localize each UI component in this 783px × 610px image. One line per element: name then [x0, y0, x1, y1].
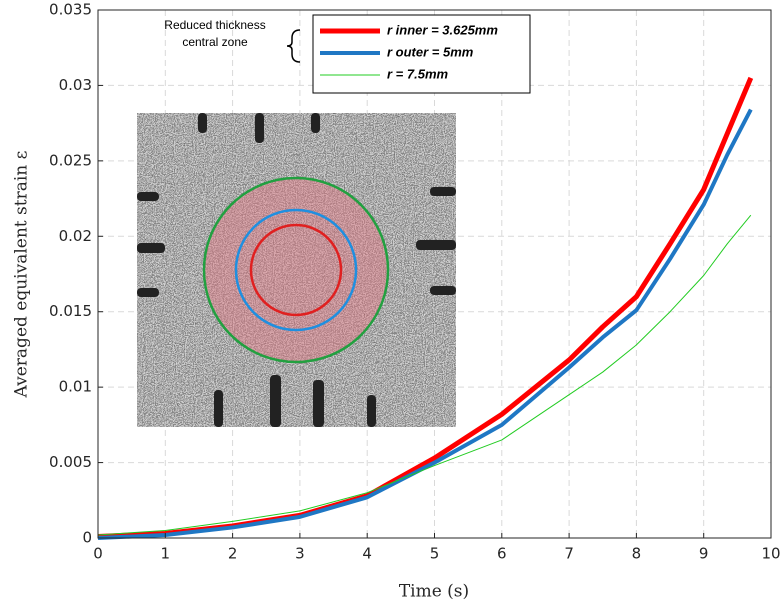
x-tick-label: 8	[632, 545, 642, 563]
legend-label: r inner = 3.625mm	[387, 22, 498, 37]
legend-label: r = 7.5mm	[387, 66, 449, 81]
x-tick-label: 6	[497, 545, 507, 563]
y-tick-label: 0.01	[59, 378, 92, 396]
series-line	[97, 214, 752, 536]
x-tick-label: 7	[564, 545, 574, 563]
y-tick-label: 0.015	[49, 302, 92, 320]
x-tick-label: 3	[295, 545, 305, 563]
annotation: central zone	[182, 35, 248, 49]
y-tick-label: 0.03	[59, 76, 92, 94]
inset-image	[137, 113, 456, 427]
y-tick-label: 0.025	[49, 151, 92, 169]
legend-label: r outer = 5mm	[387, 44, 474, 59]
x-tick-label: 10	[761, 545, 780, 563]
x-tick-label: 4	[362, 545, 372, 563]
x-axis-label: Time (s)	[399, 582, 469, 602]
annotation: Reduced thickness	[164, 18, 265, 32]
x-tick-label: 1	[161, 545, 171, 563]
y-tick-label: 0.005	[49, 453, 92, 471]
x-tick-label: 0	[93, 545, 103, 563]
y-tick-label: 0.02	[59, 227, 92, 245]
y-tick-label: 0.035	[49, 1, 92, 19]
x-tick-label: 2	[228, 545, 238, 563]
y-tick-label: 0	[82, 529, 92, 547]
x-tick-label: 5	[430, 545, 440, 563]
brace	[286, 29, 301, 63]
series-line	[97, 108, 753, 540]
y-axis-label: Averaged equivalent strain ε	[12, 150, 32, 398]
x-tick-label: 9	[699, 545, 709, 563]
